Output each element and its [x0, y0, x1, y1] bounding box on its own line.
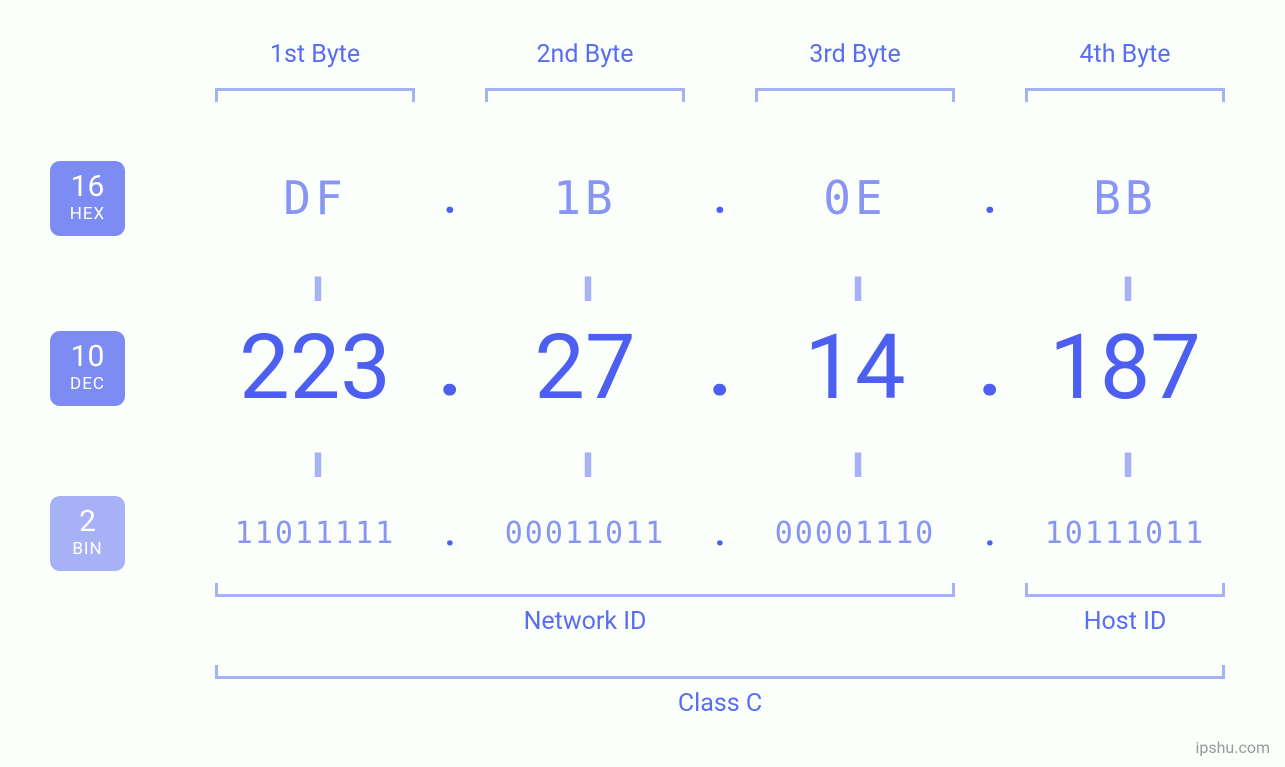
bin-byte-4: 10111011 — [1015, 516, 1235, 551]
equal-2-2: II — [475, 446, 695, 486]
equal-2-4: II — [1015, 446, 1235, 486]
dec-badge-label: DEC — [70, 374, 105, 394]
equal-1-1: II — [205, 270, 425, 310]
network-bracket — [215, 583, 955, 597]
byte-label-4: 4th Byte — [1015, 40, 1235, 69]
bracket-byte-1 — [215, 88, 415, 102]
dec-row: 10 DEC 223 . 27 . 14 . 187 — [50, 318, 1240, 418]
dec-byte-1: 223 — [205, 323, 425, 413]
bracket-byte-4 — [1025, 88, 1225, 102]
hex-byte-1: DF — [205, 171, 425, 225]
hex-badge-label: HEX — [70, 204, 105, 224]
host-label: Host ID — [1025, 607, 1225, 636]
bottom-brackets: Network ID Host ID — [205, 583, 1240, 643]
hex-row: 16 HEX DF . 1B . 0E . BB — [50, 158, 1240, 238]
class-bracket — [215, 665, 1225, 679]
hex-byte-3: 0E — [745, 171, 965, 225]
hex-badge-num: 16 — [71, 172, 105, 202]
bracket-byte-3 — [755, 88, 955, 102]
dec-badge-num: 10 — [71, 342, 105, 372]
dec-dot-3: . — [965, 348, 1015, 388]
dec-byte-4: 187 — [1015, 323, 1235, 413]
dec-dot-1: . — [425, 348, 475, 388]
dec-byte-3: 14 — [745, 323, 965, 413]
bin-badge: 2 BIN — [50, 496, 125, 571]
dec-dot-2: . — [695, 348, 745, 388]
bin-byte-3: 00001110 — [745, 516, 965, 551]
equal-1-4: II — [1015, 270, 1235, 310]
hex-badge: 16 HEX — [50, 161, 125, 236]
hex-values: DF . 1B . 0E . BB — [205, 171, 1240, 225]
bin-dot-3: . — [965, 511, 1015, 555]
equal-1-2: II — [475, 270, 695, 310]
hex-byte-2: 1B — [475, 171, 695, 225]
bin-dot-2: . — [695, 511, 745, 555]
ip-diagram: 1st Byte 2nd Byte 3rd Byte 4th Byte 16 H… — [50, 40, 1240, 725]
host-bracket — [1025, 583, 1225, 597]
hex-dot-1: . — [425, 171, 475, 225]
bin-row: 2 BIN 11011111 . 00011011 . 00001110 . 1… — [50, 498, 1240, 568]
bin-dot-1: . — [425, 511, 475, 555]
equal-2-1: II — [205, 446, 425, 486]
byte-label-2: 2nd Byte — [475, 40, 695, 69]
byte-headers-row: 1st Byte 2nd Byte 3rd Byte 4th Byte — [205, 40, 1240, 80]
watermark: ipshu.com — [1195, 738, 1270, 757]
equal-1-3: II — [745, 270, 965, 310]
class-bracket-row: Class C — [205, 665, 1240, 725]
network-label: Network ID — [215, 607, 955, 636]
hex-dot-2: . — [695, 171, 745, 225]
top-brackets — [205, 88, 1240, 108]
bin-byte-1: 11011111 — [205, 516, 425, 551]
equal-2-3: II — [745, 446, 965, 486]
byte-label-3: 3rd Byte — [745, 40, 965, 69]
bin-badge-num: 2 — [79, 507, 96, 537]
bin-badge-label: BIN — [72, 539, 102, 559]
class-label: Class C — [215, 689, 1225, 718]
hex-dot-3: . — [965, 171, 1015, 225]
dec-badge: 10 DEC — [50, 331, 125, 406]
dec-values: 223 . 27 . 14 . 187 — [205, 323, 1240, 413]
hex-byte-4: BB — [1015, 171, 1235, 225]
bin-byte-2: 00011011 — [475, 516, 695, 551]
bracket-byte-2 — [485, 88, 685, 102]
bin-values: 11011111 . 00011011 . 00001110 . 1011101… — [205, 511, 1240, 555]
byte-label-1: 1st Byte — [205, 40, 425, 69]
dec-byte-2: 27 — [475, 323, 695, 413]
